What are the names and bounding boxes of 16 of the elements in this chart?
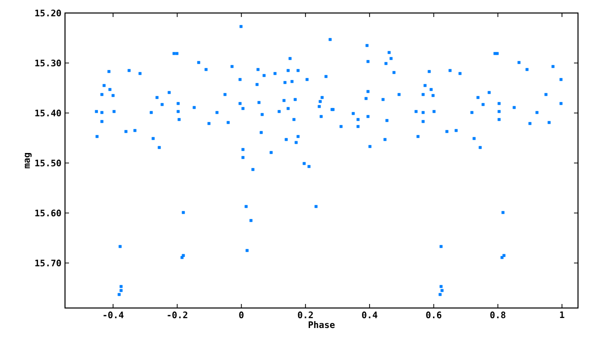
y-tick-label: 15.70 (35, 260, 61, 266)
y-tick-label: 15.50 (35, 160, 61, 166)
x-tick-label: 0 (239, 312, 244, 318)
x-tick-label: 1 (560, 312, 564, 318)
y-tick-label: 15.40 (35, 110, 61, 116)
x-tick-label: 0.2 (298, 312, 313, 318)
y-tick-label: 15.60 (35, 210, 61, 216)
y-axis-title: mag (24, 153, 32, 168)
x-tick-label: -0.4 (104, 312, 124, 318)
x-tick-label: 0.8 (490, 312, 506, 318)
y-tick-label: 15.30 (35, 60, 61, 66)
x-tick-label: -0.2 (168, 312, 188, 318)
y-tick-label: 15.20 (35, 10, 61, 16)
x-tick-label: 0.4 (362, 312, 378, 318)
x-tick-label: 0.6 (426, 312, 442, 318)
x-axis-title: Phase (308, 321, 335, 328)
